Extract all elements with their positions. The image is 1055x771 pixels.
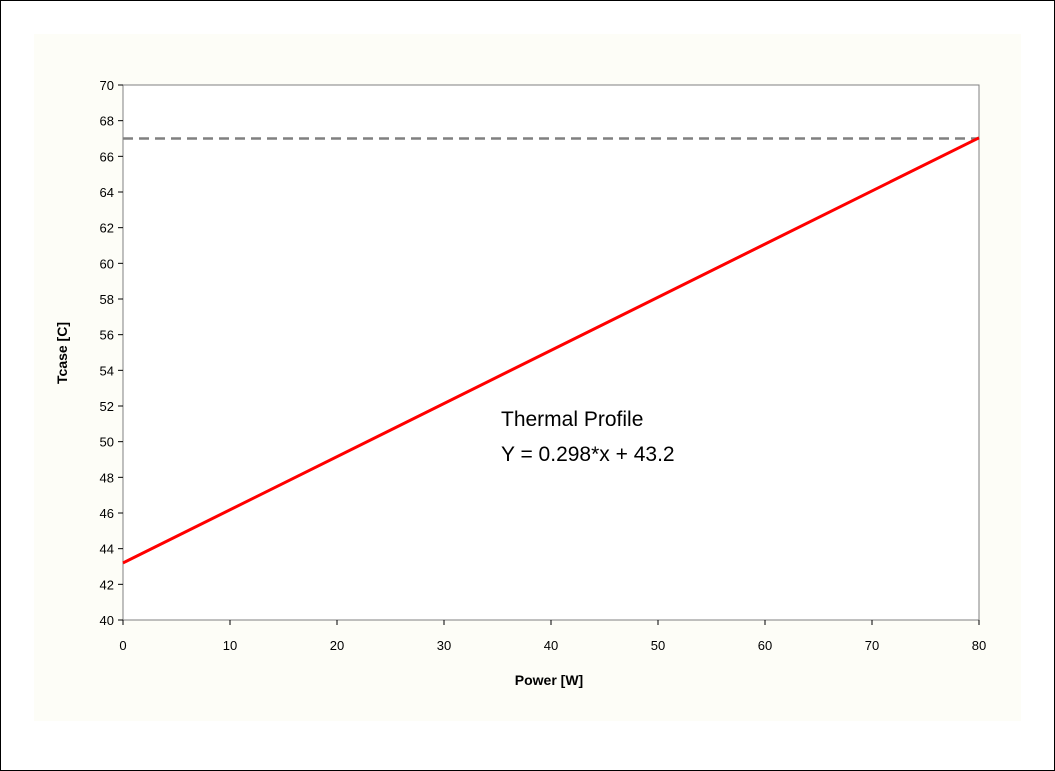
y-tick-label: 68	[100, 114, 114, 129]
y-tick-label: 60	[100, 256, 114, 271]
x-axis-ticks: 0 10 20 30 40 50 60 70 80	[119, 620, 986, 653]
x-tick-label: 0	[119, 638, 126, 653]
y-tick-label: 54	[100, 363, 114, 378]
y-tick-label: 40	[100, 613, 114, 628]
x-tick-label: 50	[651, 638, 665, 653]
y-tick-label: 70	[100, 78, 114, 93]
x-tick-label: 70	[865, 638, 879, 653]
x-axis-title: Power [W]	[515, 672, 583, 688]
x-tick-label: 80	[972, 638, 986, 653]
y-tick-label: 46	[100, 506, 114, 521]
y-tick-label: 50	[100, 435, 114, 450]
y-tick-label: 42	[100, 577, 114, 592]
x-tick-label: 60	[758, 638, 772, 653]
y-tick-label: 66	[100, 149, 114, 164]
annotation-equation: Y = 0.298*x + 43.2	[501, 443, 675, 466]
y-axis-ticks: 40 42 44 46 48 50 52 54 56 58 60 62 64 66 68 70	[100, 78, 123, 628]
x-tick-label: 40	[544, 638, 558, 653]
y-tick-label: 62	[100, 221, 114, 236]
y-tick-label: 52	[100, 399, 114, 414]
y-tick-label: 44	[100, 542, 114, 557]
y-tick-label: 48	[100, 470, 114, 485]
annotation-title: Thermal Profile	[501, 408, 643, 431]
plot-area	[122, 84, 980, 621]
x-tick-label: 20	[330, 638, 344, 653]
x-tick-label: 10	[223, 638, 237, 653]
y-axis-title: Tcase [C]	[54, 322, 70, 384]
x-tick-label: 30	[437, 638, 451, 653]
series-line-thermal-profile	[122, 136, 980, 565]
y-tick-label: 58	[100, 292, 114, 307]
y-tick-label: 64	[100, 185, 114, 200]
y-tick-label: 56	[100, 328, 114, 343]
